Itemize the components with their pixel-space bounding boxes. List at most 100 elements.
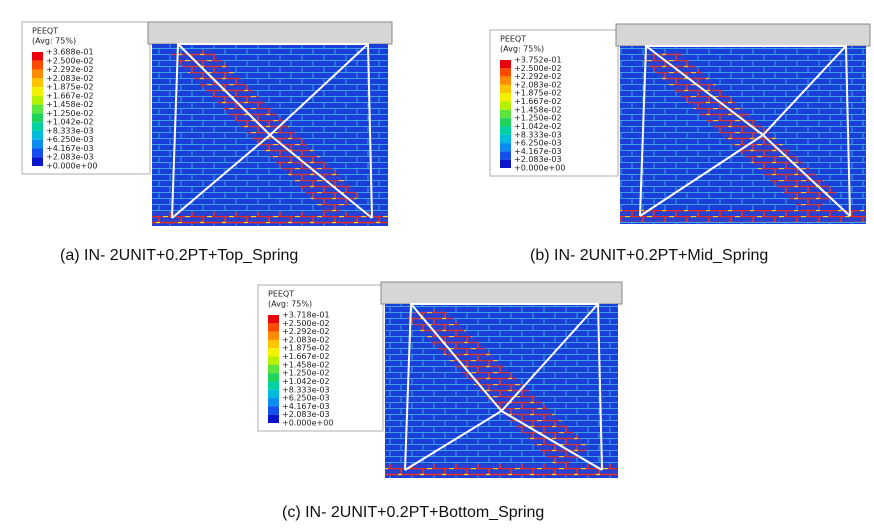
legend-value: +1.875e-02 (46, 83, 94, 92)
legend-value: +8.333e-03 (46, 126, 94, 135)
legend-value: +1.458e-02 (46, 100, 94, 109)
legend-swatch (268, 356, 279, 365)
legend-value: +0.000e+00 (46, 162, 97, 171)
legend-swatch (268, 348, 279, 357)
brace (639, 45, 847, 217)
legend-value: +0.000e+00 (514, 164, 565, 173)
legend-swatch (32, 113, 43, 123)
strain-band (638, 51, 838, 216)
legend-value: +1.042e-02 (46, 118, 94, 127)
legend-swatch (32, 148, 43, 158)
loading-beam (147, 21, 393, 45)
legend-title: PEEQT (32, 27, 58, 36)
legend-swatch (500, 143, 511, 152)
legend-swatch (268, 381, 279, 390)
legend-swatch (268, 414, 279, 423)
legend-value: +1.250e-02 (282, 369, 330, 378)
legend-value: +1.875e-02 (514, 89, 562, 98)
legend-swatch (500, 151, 511, 160)
legend-swatch (500, 109, 511, 119)
strain-base (620, 210, 866, 222)
legend-swatch (32, 139, 43, 149)
strain-base (385, 464, 618, 476)
legend-value: +1.875e-02 (282, 344, 330, 353)
caption: (c) IN- 2UNIT+0.2PT+Bottom_Spring (282, 504, 544, 521)
legend-value: +2.500e-02 (46, 56, 94, 65)
legend-value: +2.083e-02 (282, 335, 330, 344)
legend-value: +2.083e-03 (514, 155, 562, 164)
legend-swatch (500, 60, 511, 69)
legend-value: +3.688e-01 (46, 48, 94, 57)
legend-swatch (500, 101, 511, 110)
legend-value: +2.083e-02 (46, 74, 94, 83)
legend-value: +2.500e-02 (282, 319, 330, 328)
legend-value: +2.292e-02 (46, 65, 94, 74)
loading-beam (615, 23, 871, 47)
legend-value: +1.250e-02 (514, 114, 562, 123)
legend-swatch (32, 69, 43, 79)
legend-value: +1.250e-02 (46, 109, 94, 118)
legend-title: PEEQT (500, 35, 526, 44)
legend-value: +1.042e-02 (282, 377, 330, 386)
legend-swatch (268, 373, 279, 382)
legend-value: +6.250e-03 (46, 135, 94, 144)
legend-swatch (268, 406, 279, 415)
legend-swatch (32, 87, 43, 96)
legend-value: +3.718e-01 (282, 311, 330, 320)
strain-band (170, 49, 360, 218)
legend-value: +1.042e-02 (514, 122, 562, 131)
legend-box (489, 29, 619, 177)
frame-member (404, 303, 603, 471)
legend-subtitle: (Avg: 75%) (32, 37, 76, 46)
legend-value: +6.250e-03 (282, 394, 330, 403)
legend-value: +1.667e-02 (46, 91, 94, 100)
legend-swatch (32, 52, 43, 61)
legend-swatch (268, 339, 279, 349)
legend-value: +2.292e-02 (514, 72, 562, 81)
legend-value: +1.458e-02 (282, 360, 330, 369)
legend-value: +1.667e-02 (514, 97, 562, 106)
legend-value: +2.500e-02 (514, 64, 562, 73)
legend-value: +0.000e+00 (282, 419, 333, 428)
frame-member (639, 45, 851, 217)
legend-value: +4.167e-03 (46, 144, 94, 153)
brace (404, 303, 599, 471)
legend-value: +1.458e-02 (514, 105, 562, 114)
brace (171, 43, 369, 219)
legend-swatch (32, 104, 43, 114)
legend-swatch (32, 60, 43, 70)
loading-beam (380, 281, 623, 305)
legend-swatch (268, 389, 279, 399)
legend-title: PEEQT (268, 290, 294, 299)
legend-swatch (32, 122, 43, 131)
caption: (b) IN- 2UNIT+0.2PT+Mid_Spring (530, 247, 768, 264)
legend-swatch (32, 130, 43, 140)
legend-swatch (500, 159, 511, 168)
legend-value: +8.333e-03 (282, 385, 330, 394)
legend-value: +4.167e-03 (514, 147, 562, 156)
legend-swatch (268, 323, 279, 332)
strain-base (152, 212, 388, 224)
legend-value: +6.250e-03 (514, 139, 562, 148)
legend-swatch (32, 95, 43, 105)
frame-member (171, 43, 373, 219)
legend-value: +2.292e-02 (282, 327, 330, 336)
legend-swatch (500, 68, 511, 77)
legend-value: +2.083e-03 (282, 410, 330, 419)
legend-swatch (500, 134, 511, 144)
legend-value: +2.083e-02 (514, 80, 562, 89)
legend-swatch (32, 78, 43, 88)
legend-swatch (500, 76, 511, 85)
legend-subtitle: (Avg: 75%) (500, 45, 544, 54)
legend-value: +4.167e-03 (282, 402, 330, 411)
legend-value: +3.752e-01 (514, 56, 562, 65)
legend-swatch (268, 331, 279, 340)
legend-swatch (500, 126, 511, 135)
legend-swatch (32, 157, 43, 166)
legend-subtitle: (Avg: 75%) (268, 300, 312, 309)
legend-swatch (500, 118, 511, 127)
legend-value: +8.333e-03 (514, 130, 562, 139)
caption: (a) IN- 2UNIT+0.2PT+Top_Spring (60, 247, 298, 264)
legend-swatch (268, 364, 279, 374)
